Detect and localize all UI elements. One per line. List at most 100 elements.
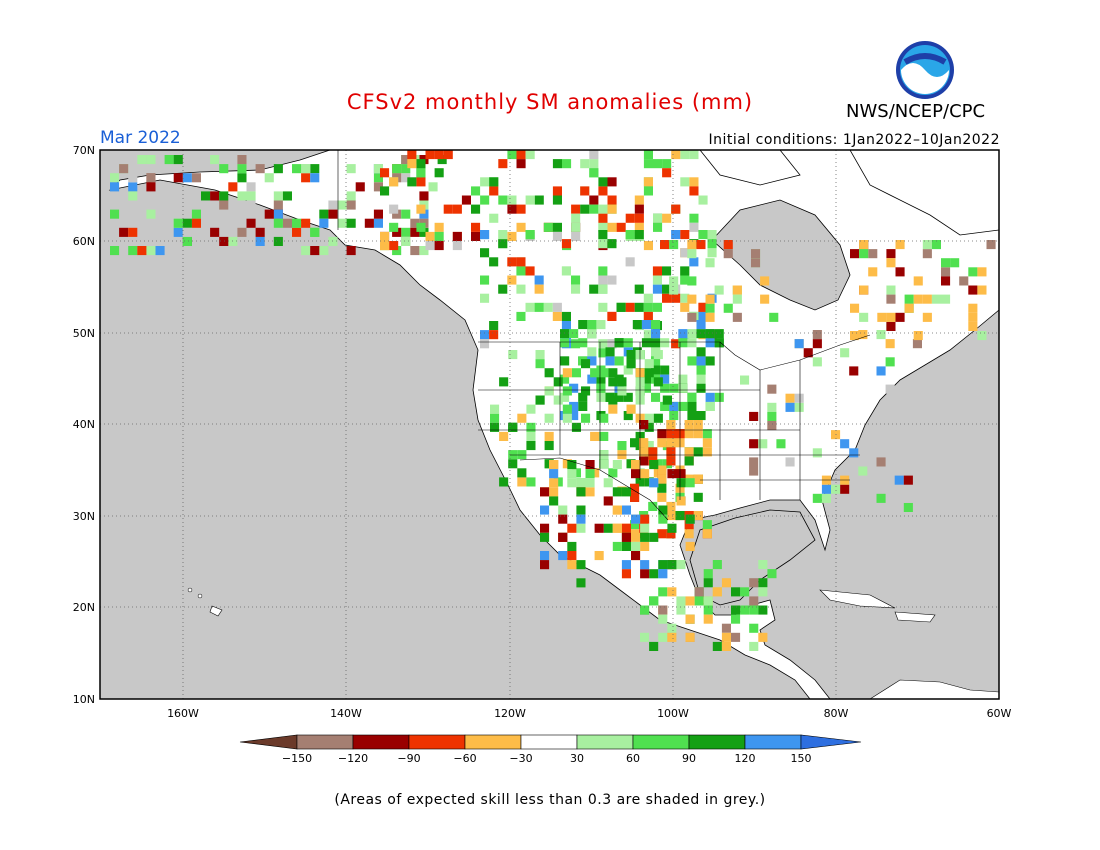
anomaly-cell <box>886 294 896 304</box>
anomaly-cell <box>760 294 770 304</box>
color-legend: −150 −120 −90 −60 −30 30 60 90 120 150 <box>239 734 862 765</box>
anomaly-cell <box>658 505 668 515</box>
anomaly-cell <box>498 159 508 169</box>
anomaly-cell <box>598 230 608 240</box>
anomaly-cell <box>607 222 617 232</box>
anomaly-cell <box>587 347 597 357</box>
anomaly-cell <box>669 285 679 295</box>
anomaly-cell <box>569 401 579 411</box>
anomaly-cell <box>282 191 292 201</box>
anomaly-cell <box>437 155 447 165</box>
anomaly-cell <box>525 266 535 276</box>
anomaly-cell <box>758 439 768 449</box>
anomaly-cell <box>693 492 703 502</box>
anomaly-cell <box>607 195 617 205</box>
anomaly-cell <box>587 320 597 330</box>
anomaly-cell <box>425 241 435 251</box>
anomaly-cell <box>273 209 283 219</box>
anomaly-cell <box>630 520 640 530</box>
anomaly-cell <box>678 374 688 384</box>
anomaly-cell <box>749 605 759 615</box>
anomaly-cell <box>401 164 411 174</box>
anomaly-cell <box>721 623 731 633</box>
anomaly-cell <box>689 177 699 187</box>
anomaly-cell <box>562 159 572 169</box>
anomaly-cell <box>658 587 668 597</box>
anomaly-cell <box>301 164 311 174</box>
anomaly-cell <box>617 450 627 460</box>
anomaly-cell <box>310 227 320 237</box>
anomaly-cell <box>590 468 600 478</box>
land-layer <box>108 150 999 699</box>
anomaly-cell <box>516 257 526 267</box>
anomaly-cell <box>182 173 192 183</box>
anomaly-cell <box>740 375 750 385</box>
anomaly-cell <box>623 411 633 421</box>
anomaly-cell <box>452 204 462 214</box>
anomaly-cell <box>657 438 667 448</box>
anomaly-cell <box>977 285 987 295</box>
anomaly-cell <box>373 209 383 219</box>
anomaly-cell <box>625 302 635 312</box>
anomaly-cell <box>680 293 690 303</box>
anomaly-cell <box>687 294 697 304</box>
anomaly-cell <box>443 150 453 160</box>
anomaly-cell <box>617 377 627 387</box>
anomaly-cell <box>621 505 631 515</box>
anomaly-cell <box>702 529 712 539</box>
anomaly-cell <box>703 605 713 615</box>
anomaly-cell <box>689 150 699 160</box>
anomaly-cell <box>480 177 490 187</box>
anomaly-cell <box>516 159 526 169</box>
anomaly-cell <box>968 321 978 331</box>
anomaly-cell <box>273 236 283 246</box>
anomaly-cell <box>684 456 694 466</box>
anomaly-cell <box>931 240 941 250</box>
anomaly-cell <box>590 431 600 441</box>
anomaly-cell <box>769 312 779 322</box>
anomaly-cell <box>685 596 695 606</box>
anomaly-cell <box>904 303 914 313</box>
anomaly-cell <box>625 257 635 267</box>
anomaly-cell <box>525 302 535 312</box>
anomaly-cell <box>644 441 654 451</box>
anomaly-cell <box>671 230 681 240</box>
anomaly-cell <box>578 320 588 330</box>
anomaly-cell <box>696 411 706 421</box>
anomaly-cell <box>639 456 649 466</box>
anomaly-cell <box>380 241 390 251</box>
anomaly-cell <box>676 596 686 606</box>
anomaly-cell <box>517 413 527 423</box>
anomaly-cell <box>675 511 685 521</box>
anomaly-cell <box>693 429 703 439</box>
anomaly-cell <box>416 204 426 214</box>
anomaly-cell <box>703 569 713 579</box>
anomaly-cell <box>310 173 320 183</box>
anomaly-cell <box>517 468 527 478</box>
anomaly-cell <box>653 159 663 169</box>
anomaly-cell <box>543 222 553 232</box>
anomaly-cell <box>651 392 661 402</box>
anomaly-cell <box>631 514 641 524</box>
legend-label: 60 <box>626 752 640 765</box>
anomaly-cell <box>587 356 597 366</box>
anomaly-cell <box>549 478 559 488</box>
anomaly-cell <box>571 468 581 478</box>
anomaly-cell <box>328 209 338 219</box>
anomaly-cell <box>516 150 526 160</box>
anomaly-cell <box>558 505 568 515</box>
anomaly-cell <box>666 456 676 466</box>
anomaly-cell <box>667 587 677 597</box>
anomaly-cell <box>657 492 667 502</box>
anomaly-cell <box>732 312 742 322</box>
anomaly-cell <box>657 465 667 475</box>
anomaly-cell <box>607 177 617 187</box>
anomaly-cell <box>705 303 715 313</box>
anomaly-cell <box>607 275 617 285</box>
anomaly-cell <box>237 227 247 237</box>
anomaly-cell <box>643 330 653 340</box>
anomaly-cell <box>580 186 590 196</box>
anomaly-cell <box>410 227 420 237</box>
anomaly-cell <box>525 150 535 160</box>
anomaly-cell <box>553 377 563 387</box>
